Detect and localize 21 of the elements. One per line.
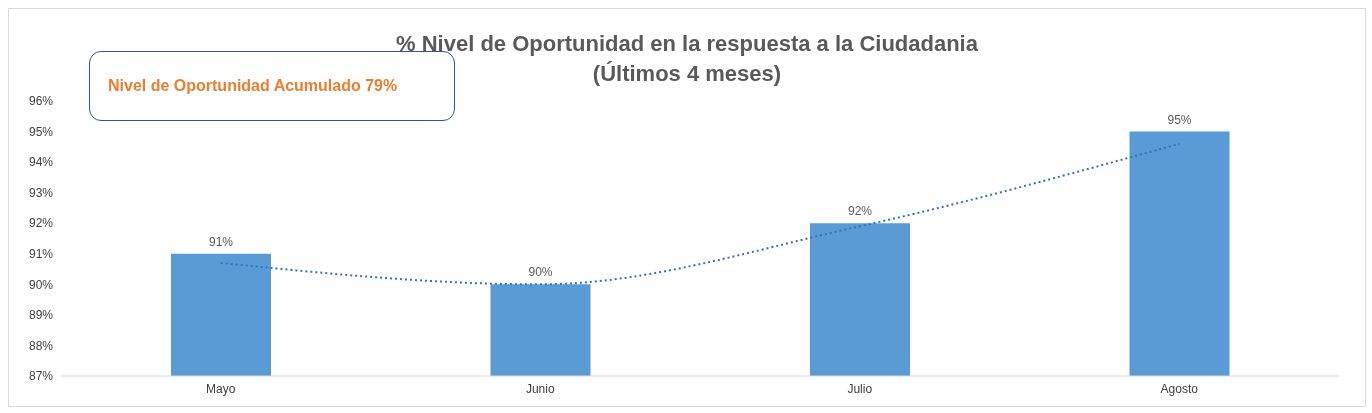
y-tick-label: 87% (28, 369, 54, 384)
x-tick-label: Julio (847, 381, 873, 396)
data-label: 90% (528, 265, 553, 280)
chart-title: % Nivel de Oportunidad en la respuesta a la Ciudadania (395, 30, 979, 58)
y-tick-label: 88% (28, 338, 54, 353)
x-tick-label: Junio (525, 381, 555, 396)
y-tick-label: 92% (28, 216, 54, 231)
chart-subtitle: (Últimos 4 meses) (592, 61, 782, 86)
data-label: 91% (208, 234, 234, 249)
y-tick-label: 90% (28, 277, 54, 292)
data-label: 92% (847, 204, 873, 219)
y-tick-label: 96% (28, 94, 54, 109)
x-tick-label: Mayo (206, 381, 236, 396)
data-label: 95% (1167, 112, 1192, 127)
y-tick-label: 89% (28, 308, 54, 323)
y-tick-label: 93% (28, 185, 54, 200)
y-tick-label: 91% (28, 247, 54, 262)
y-tick-label: 94% (28, 155, 54, 170)
y-tick-label: 95% (28, 124, 54, 139)
x-tick-label: Agosto (1160, 381, 1199, 396)
text: Nivel de Oportunidad Acumulado 79% (108, 77, 398, 94)
